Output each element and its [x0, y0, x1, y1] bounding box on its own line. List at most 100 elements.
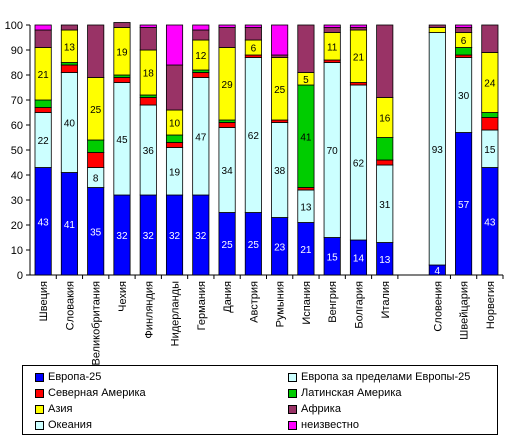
data-label: 23 — [274, 242, 286, 253]
data-label: 6 — [461, 36, 467, 47]
data-label: 13 — [379, 255, 391, 266]
data-label: 32 — [169, 231, 181, 242]
bar-segment — [192, 24, 210, 31]
chart-legend: Европа-25 Европа за пределами Европы-25 … — [22, 365, 498, 435]
legend-swatch-asia — [35, 405, 44, 414]
data-label: 18 — [143, 69, 155, 80]
data-label: 30 — [458, 91, 470, 102]
x-tick-label: Словакия — [64, 281, 76, 330]
data-label: 10 — [169, 119, 181, 130]
data-label: 8 — [93, 174, 99, 185]
x-tick-label: Словения — [432, 281, 444, 332]
x-tick-label: Нидерланды — [170, 281, 182, 346]
bar-segment — [271, 24, 289, 56]
bar-segment — [139, 27, 157, 51]
legend-swatch-africa — [288, 405, 297, 414]
data-label: 6 — [251, 44, 257, 55]
data-label: 32 — [143, 231, 155, 242]
data-label: 16 — [379, 114, 391, 125]
bar-segment — [34, 29, 52, 48]
data-label: 15 — [484, 145, 496, 156]
data-label: 35 — [90, 227, 102, 238]
data-label: 25 — [90, 105, 102, 116]
y-tick-label: 90 — [11, 45, 23, 57]
data-label: 25 — [274, 85, 286, 96]
legend-swatch-latin-america — [288, 389, 297, 398]
bar-segment — [349, 24, 368, 28]
data-label: 25 — [248, 240, 260, 251]
bar-segment — [428, 27, 446, 33]
data-label: 19 — [169, 167, 181, 178]
x-tick-label: Великобритания — [91, 281, 103, 365]
bar-segment — [34, 99, 52, 108]
data-label: 40 — [64, 119, 76, 130]
y-tick-label: 100 — [5, 20, 23, 32]
legend-swatch-north-america — [35, 389, 44, 398]
bar-segment — [165, 24, 184, 66]
data-label: 13 — [64, 42, 76, 53]
bar-segment — [455, 27, 473, 33]
bar-segment — [376, 24, 394, 98]
y-tick-label: 40 — [11, 170, 23, 182]
bar-segment — [244, 27, 262, 41]
bar-segment — [87, 139, 105, 153]
bar-segment — [481, 112, 499, 118]
x-tick-label: Австрия — [248, 281, 260, 323]
legend-swatch-unknown — [288, 421, 297, 430]
bar-segment — [218, 122, 236, 128]
legend-label: Азия — [48, 403, 73, 415]
y-tick-label: 0 — [17, 270, 23, 282]
data-label: 12 — [195, 51, 207, 62]
bar-segment — [165, 142, 184, 148]
bar-segment — [192, 72, 210, 78]
data-label: 36 — [143, 146, 155, 157]
bar-segment — [139, 24, 157, 28]
bar-segment — [165, 134, 184, 143]
data-label: 47 — [195, 132, 207, 143]
legend-label: Европа-25 — [48, 371, 102, 383]
bar-segment — [87, 152, 105, 168]
y-tick-label: 80 — [11, 70, 23, 82]
x-tick-label: Норвегия — [485, 281, 497, 329]
data-label: 62 — [248, 131, 260, 142]
data-label: 43 — [38, 217, 50, 228]
y-tick-label: 60 — [11, 120, 23, 132]
bar-segment — [376, 137, 394, 161]
data-label: 19 — [116, 47, 128, 58]
x-tick-label: Болгария — [353, 281, 365, 329]
bar-segment — [165, 64, 184, 111]
bar-segment — [218, 24, 236, 28]
data-label: 21 — [38, 70, 50, 81]
x-tick-label: Румыния — [275, 281, 287, 327]
legend-label: Африка — [301, 403, 341, 415]
bar-segment — [244, 24, 262, 28]
bar-segment — [455, 24, 473, 28]
legend-label: Европа за пределами Европы-25 — [301, 371, 471, 383]
legend-swatch-europe-outside — [288, 373, 297, 382]
x-tick-label: Германия — [196, 281, 208, 330]
legend-swatch-oceania — [35, 421, 44, 430]
legend-label: Океания — [48, 419, 92, 431]
legend-label: неизвестно — [301, 419, 359, 431]
data-label: 21 — [353, 52, 365, 63]
bar-segment — [428, 24, 446, 28]
data-label: 38 — [274, 166, 286, 177]
data-label: 41 — [64, 220, 76, 231]
data-label: 21 — [300, 245, 312, 256]
bar-segment — [481, 117, 499, 131]
stacked-bar-chart: 0 10 20 30 40 50 60 70 80 90 100 43 22 21 Швеция 41 40 13… — [5, 20, 504, 365]
y-tick-label: 10 — [11, 245, 23, 257]
y-tick-label: 30 — [11, 195, 23, 207]
data-label: 29 — [222, 80, 234, 91]
y-tick-label: 70 — [11, 95, 23, 107]
data-label: 57 — [458, 200, 470, 211]
bar-segment — [113, 22, 131, 28]
bar-segment — [218, 27, 236, 48]
data-label: 5 — [303, 75, 309, 86]
bar-segment — [376, 159, 394, 166]
data-label: 24 — [484, 79, 496, 90]
bar-segment — [481, 24, 499, 53]
data-label: 22 — [38, 136, 50, 147]
legend-swatch-europe-25 — [35, 373, 44, 382]
legend-label: Северная Америка — [48, 387, 146, 399]
